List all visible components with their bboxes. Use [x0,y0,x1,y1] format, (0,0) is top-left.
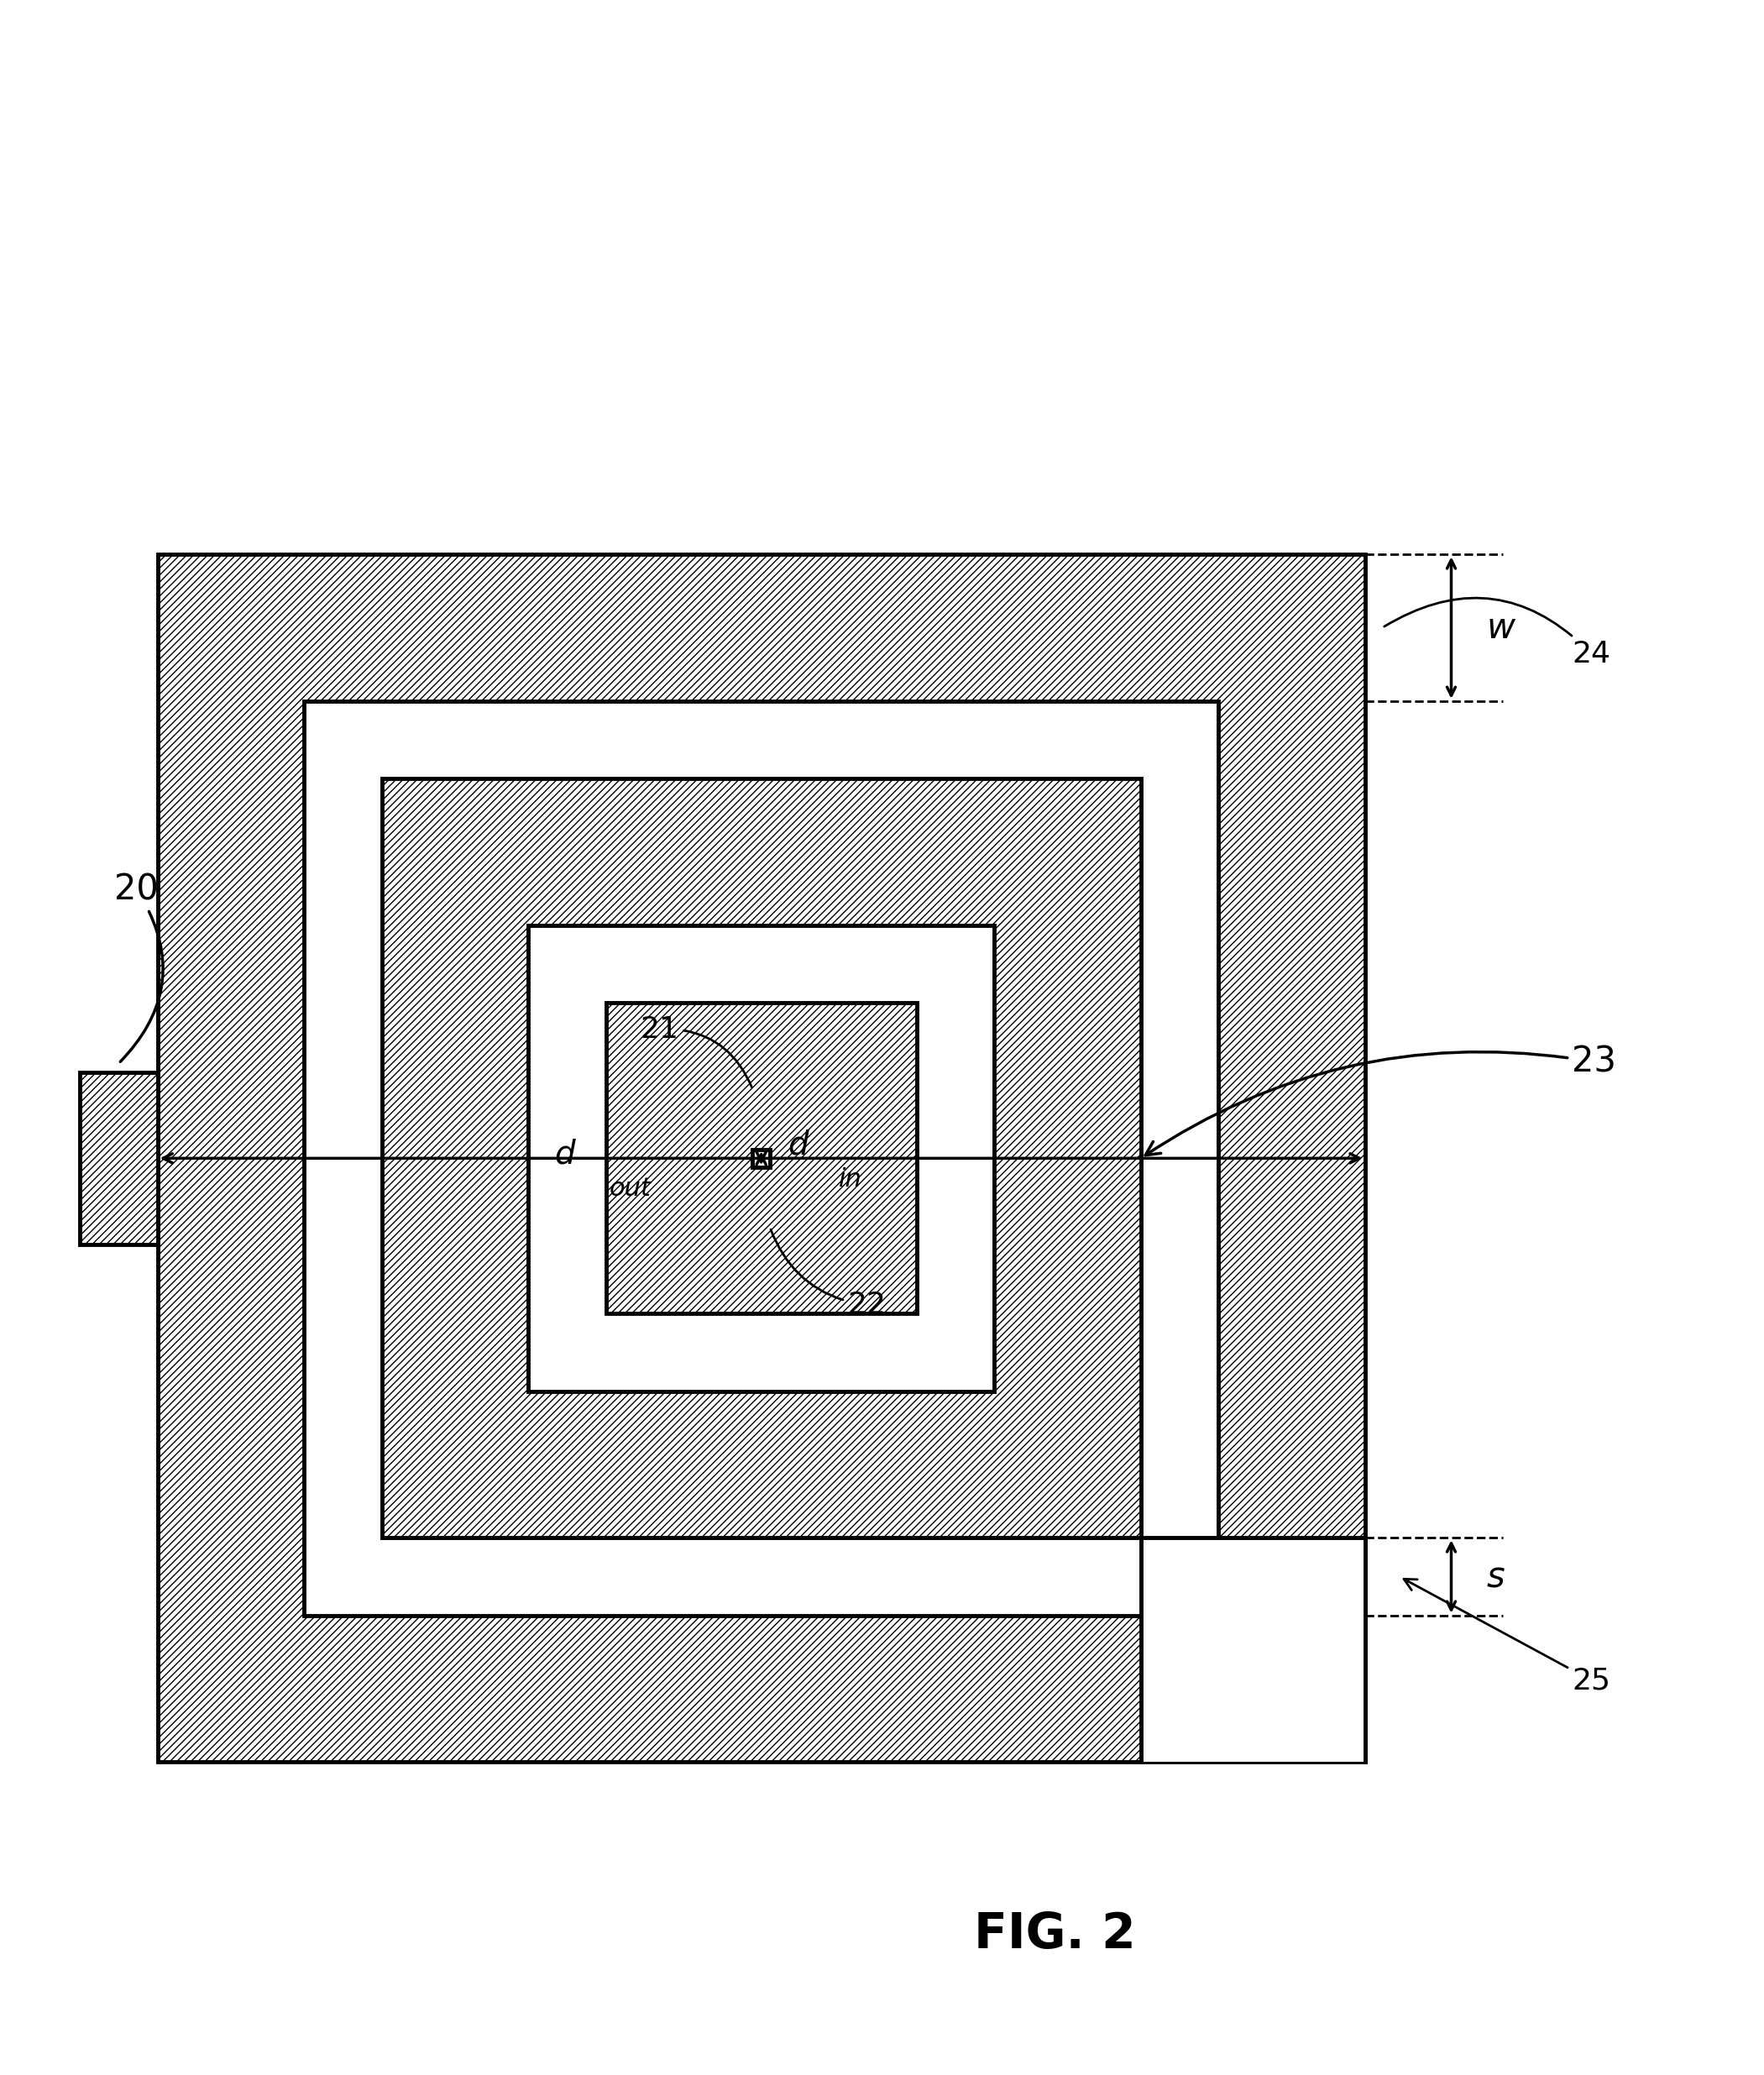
Bar [753,1150,769,1166]
Text: 21: 21 [640,1015,751,1087]
Text: 25: 25 [1404,1579,1611,1695]
Bar [1141,1538,1365,1762]
Text: 22: 22 [771,1230,886,1320]
Text: $s$: $s$ [1485,1558,1505,1594]
Text: 24: 24 [1385,598,1611,668]
Text: $d$: $d$ [787,1129,810,1162]
Bar [79,1073,157,1245]
Text: FIG. 2: FIG. 2 [974,1911,1136,1959]
Text: in: in [840,1168,863,1191]
Text: out: out [609,1177,651,1201]
Bar [157,554,1365,1762]
Text: 20: 20 [115,872,162,1062]
Text: $d$: $d$ [554,1137,577,1170]
Bar [529,925,995,1390]
Text: $w$: $w$ [1485,610,1515,645]
Bar [381,778,1141,1538]
Bar [607,1002,917,1313]
Bar [303,701,1219,1616]
Text: 23: 23 [1145,1044,1616,1156]
